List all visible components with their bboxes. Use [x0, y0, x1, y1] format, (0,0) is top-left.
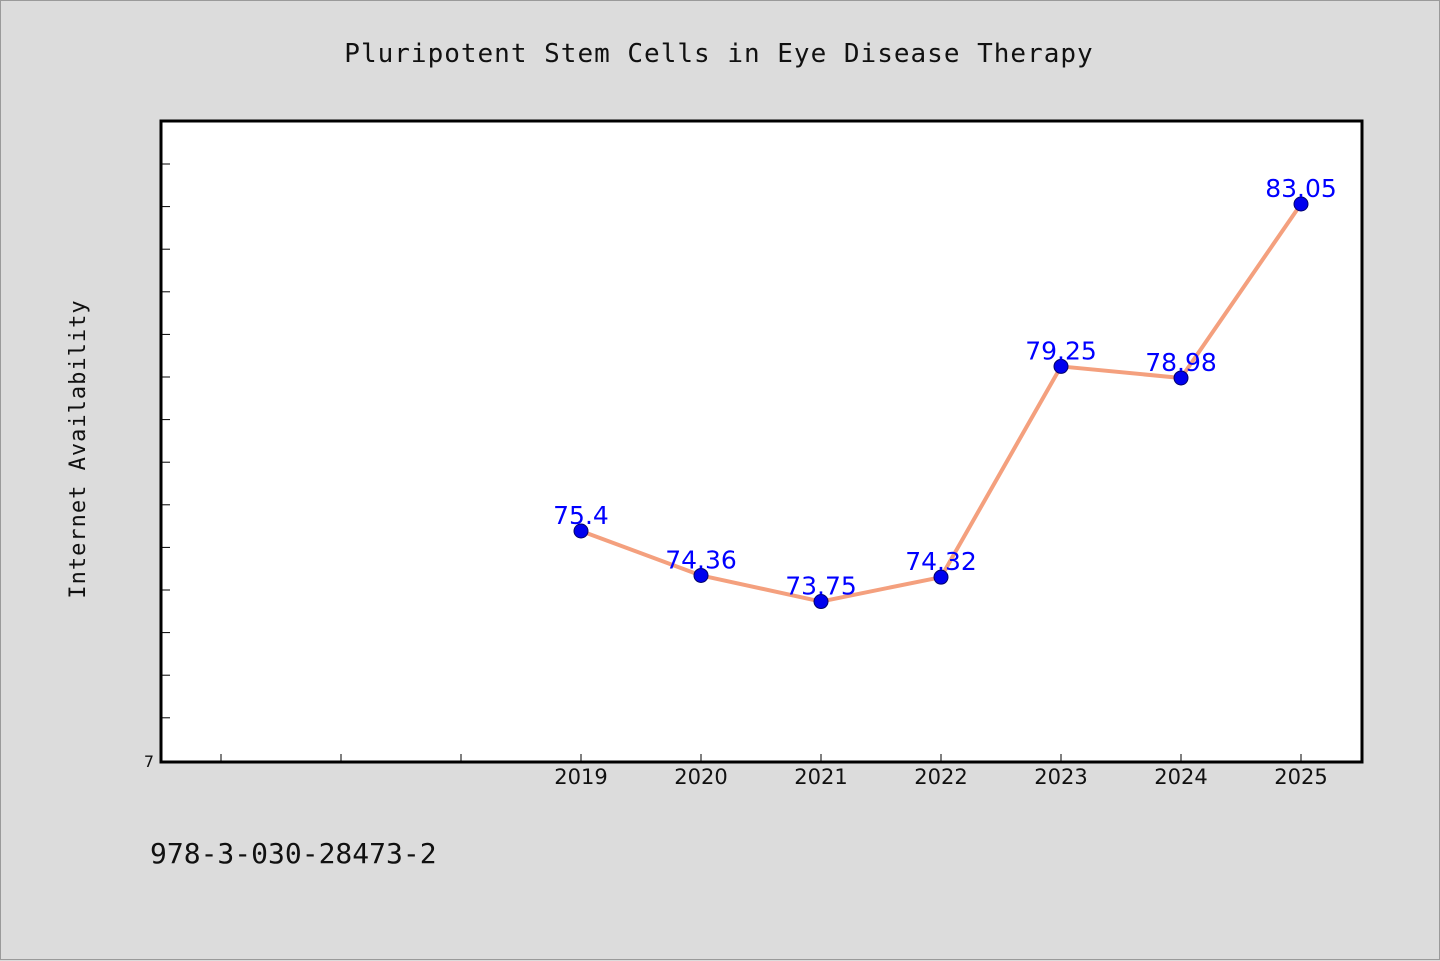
data-point: [813, 594, 829, 610]
y-axis-label: Internet Availability: [66, 299, 91, 598]
x-tick-label: 2020: [674, 765, 727, 789]
y-tick-label: 7: [144, 752, 154, 771]
data-label: 74.32: [905, 547, 977, 576]
plot-area: [159, 119, 1364, 764]
x-tick-label: 2021: [794, 765, 847, 789]
x-tick-label: 2023: [1034, 765, 1087, 789]
data-label: 79.25: [1025, 336, 1097, 365]
x-tick-label: 2022: [914, 765, 967, 789]
chart-title: Pluripotent Stem Cells in Eye Disease Th…: [344, 39, 1093, 69]
x-tick-label: 2024: [1154, 765, 1207, 789]
data-point: [693, 567, 709, 583]
data-point: [1053, 358, 1069, 374]
data-point: [1173, 370, 1189, 386]
footer-isbn: 978-3-030-28473-2: [150, 837, 437, 870]
data-label: 78.98: [1145, 348, 1217, 377]
data-point: [933, 569, 949, 585]
series-layer: 75.4 74.36 73.75 74.32 79.25 78.98 83.05: [553, 174, 1337, 610]
data-point: [1293, 196, 1309, 212]
data-label: 75.4: [553, 501, 609, 530]
y-axis-ticks: [161, 163, 170, 719]
data-label: 73.75: [785, 572, 857, 601]
x-axis-ticks: 2019 2020 2021 2022 2023 2024 2025: [220, 754, 1328, 789]
x-tick-label: 2025: [1274, 765, 1327, 789]
data-label: 83.05: [1265, 174, 1337, 203]
data-label: 74.36: [665, 545, 737, 574]
x-tick-label: 2019: [554, 765, 607, 789]
data-point: [573, 523, 589, 539]
